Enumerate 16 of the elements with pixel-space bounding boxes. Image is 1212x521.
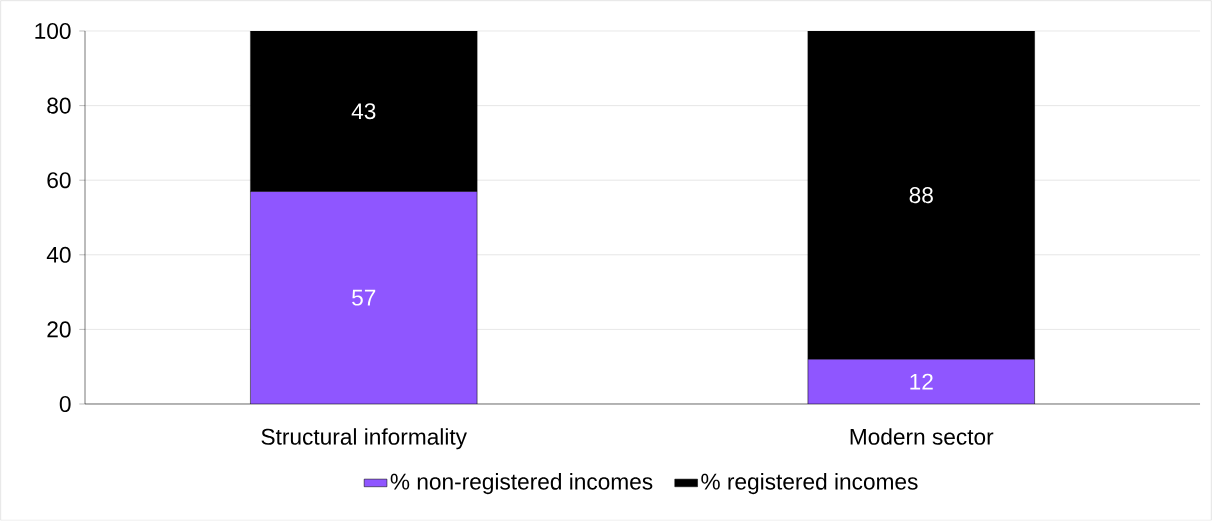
legend-label: % non-registered incomes (390, 473, 653, 495)
x-tick-label: Modern sector (850, 428, 994, 445)
bar (807, 358, 1035, 404)
data-label: 88 (909, 187, 933, 204)
y-tick-label: 20 (47, 321, 71, 338)
data-label: 12 (910, 373, 933, 390)
y-tick-label: 80 (47, 97, 71, 114)
y-tick-label: 0 (59, 395, 71, 413)
legend-label: % registered incomes (701, 473, 918, 495)
data-label: 43 (351, 103, 376, 120)
bar (250, 191, 478, 404)
y-tick-label: 40 (46, 246, 71, 263)
x-tick-label: Structural informality (261, 428, 467, 450)
y-tick-label: 60 (47, 172, 71, 189)
y-tick-label: 100 (35, 22, 71, 40)
data-label: 57 (352, 289, 376, 306)
